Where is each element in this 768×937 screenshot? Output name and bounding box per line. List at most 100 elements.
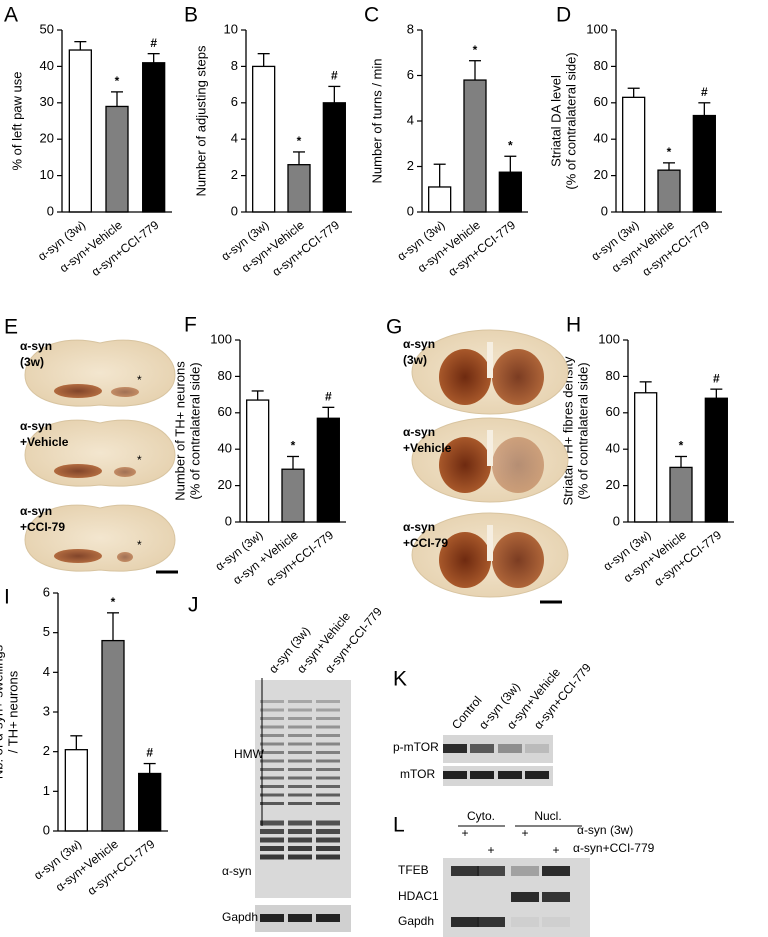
blot-band (260, 768, 284, 771)
significance-mark: * (679, 439, 684, 453)
blot-band (316, 846, 340, 851)
blot-band (288, 837, 312, 843)
blot-band (525, 744, 549, 753)
y-tick-label: 80 (594, 58, 608, 73)
stain (492, 437, 544, 493)
stain (54, 464, 102, 478)
section-label: (3w) (403, 353, 427, 367)
bar (634, 392, 658, 523)
panel-letter: B (184, 4, 198, 27)
bar (101, 639, 125, 832)
row-label: Gapdh (222, 910, 258, 924)
y-axis-label: Nb. of α-syn+ swellings (0, 644, 5, 779)
bar (622, 96, 646, 213)
condition-mark: + (552, 843, 559, 857)
section-label: +CCI-79 (20, 520, 65, 534)
y-tick-label: 0 (407, 203, 414, 218)
significance-mark: # (150, 36, 157, 50)
y-tick-label: 4 (231, 131, 238, 146)
y-tick-label: 100 (598, 331, 620, 346)
y-axis-label: (% of contralateral side) (187, 362, 202, 499)
section-label: (3w) (20, 355, 44, 369)
section-label: +CCI-79 (403, 536, 448, 550)
y-axis-label: Striatal DA level (548, 75, 563, 167)
blot-band (260, 837, 284, 843)
significance-mark: * (508, 138, 513, 152)
bar (669, 466, 693, 523)
y-tick-label: 2 (43, 743, 50, 758)
blot-band (316, 820, 340, 826)
blot-band (477, 917, 505, 927)
blot-band (316, 759, 340, 763)
blot-band (316, 700, 340, 703)
stain (111, 387, 139, 397)
stain (54, 549, 102, 563)
blot-band (260, 854, 284, 860)
panel-letter: F (184, 314, 197, 337)
y-tick-label: 1 (43, 783, 50, 798)
panel-letter: L (393, 814, 405, 837)
section-label: α-syn (403, 520, 435, 534)
stain (114, 467, 136, 477)
bar (316, 417, 340, 523)
blot-band (288, 829, 312, 834)
blot-band (316, 776, 340, 780)
blot-band (288, 700, 312, 703)
blot-band (498, 771, 522, 779)
ventricle (487, 430, 493, 466)
y-axis-label: Number of adjusting steps (193, 45, 208, 197)
blot-band (316, 751, 340, 754)
blot-band (260, 793, 284, 797)
lesion-mark: * (137, 373, 142, 387)
y-tick-label: 100 (586, 21, 608, 36)
blot-band (316, 837, 340, 843)
blot-band (542, 917, 570, 927)
blot-band (260, 846, 284, 851)
section-label: +Vehicle (20, 435, 69, 449)
blot-band (316, 829, 340, 834)
group-label: Nucl. (534, 809, 561, 823)
y-tick-label: 60 (594, 94, 608, 109)
blot-band (316, 768, 340, 771)
blot-band (525, 771, 549, 779)
blot-band (443, 771, 467, 779)
significance-mark: * (667, 145, 672, 159)
blot-band (316, 802, 340, 805)
blot-band (542, 866, 570, 876)
blot-band (288, 725, 312, 729)
blot-band (260, 785, 284, 788)
y-tick-label: 20 (40, 131, 54, 146)
significance-mark: * (111, 595, 116, 609)
y-tick-label: 0 (47, 203, 54, 218)
y-tick-label: 0 (601, 203, 608, 218)
panel-letter: G (386, 316, 402, 339)
y-tick-label: 60 (218, 404, 232, 419)
section-label: α-syn (20, 419, 52, 433)
panel-letter: K (393, 668, 407, 691)
row-label: α-syn (222, 864, 252, 878)
y-axis-label: (% of contralateral side) (575, 362, 590, 499)
blot-band (288, 854, 312, 860)
bar (322, 102, 346, 213)
y-tick-label: 80 (218, 368, 232, 383)
y-tick-label: 6 (43, 584, 50, 599)
blot-band (316, 854, 340, 860)
stain (492, 349, 544, 405)
bar (657, 169, 681, 213)
ventricle (487, 525, 493, 561)
bar (704, 397, 728, 523)
blot-band (288, 776, 312, 780)
y-tick-label: 0 (43, 822, 50, 837)
significance-mark: * (297, 134, 302, 148)
blot-band (260, 829, 284, 834)
blot-band (498, 744, 522, 753)
y-tick-label: 100 (210, 331, 232, 346)
y-tick-label: 2 (407, 158, 414, 173)
panel-letter: J (188, 594, 199, 617)
y-tick-label: 40 (40, 58, 54, 73)
y-tick-label: 30 (40, 94, 54, 109)
blot-band (288, 759, 312, 763)
blot-band (288, 802, 312, 805)
panel-letter: H (566, 314, 581, 337)
y-tick-label: 6 (231, 94, 238, 109)
